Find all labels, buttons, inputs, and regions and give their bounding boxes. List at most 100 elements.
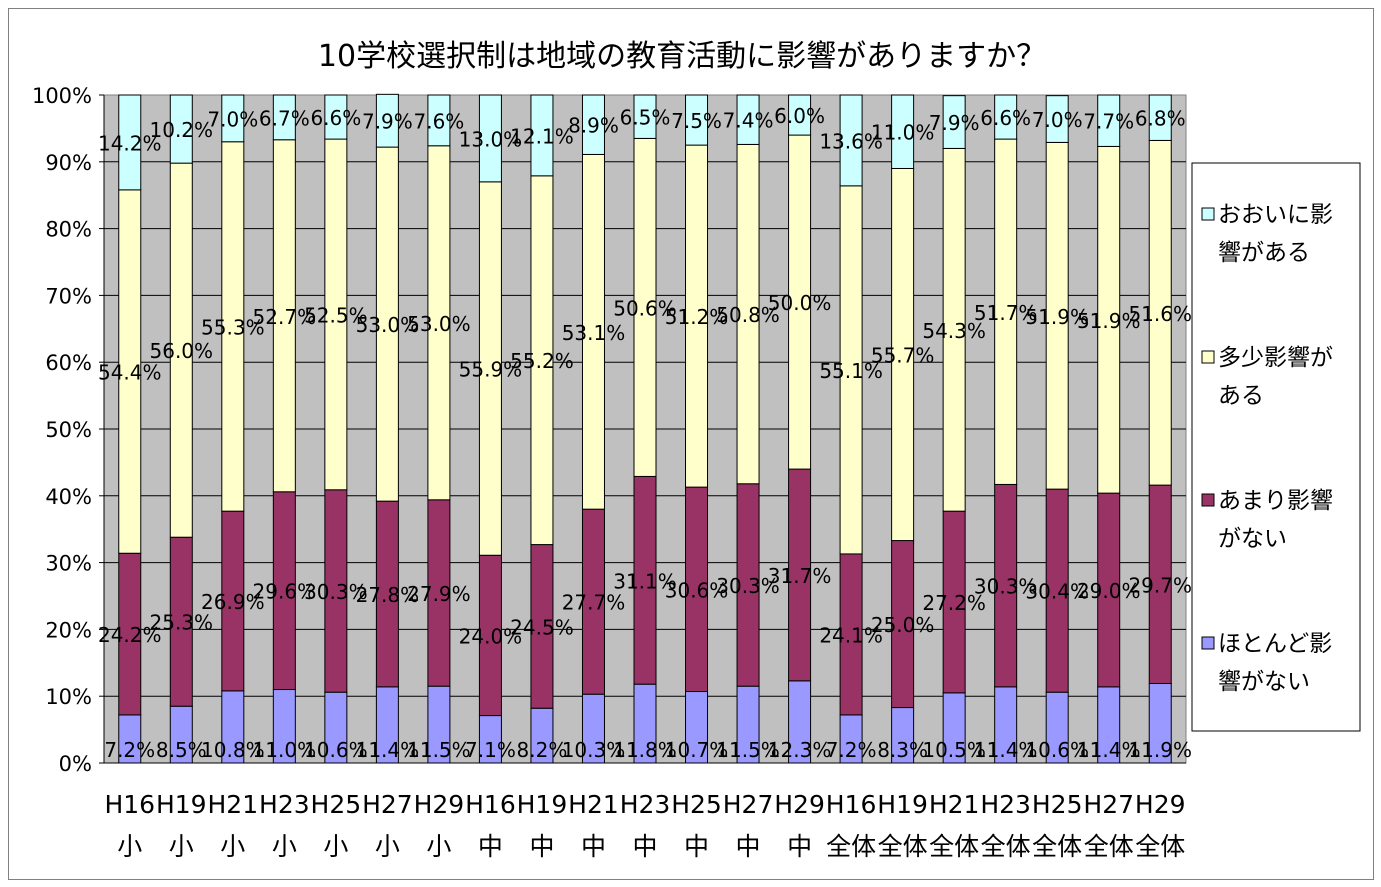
bar-segment: [942, 95, 966, 149]
bar-segment: [839, 94, 863, 187]
data-label: 50.6%: [613, 296, 677, 320]
data-label: 8.2%: [517, 738, 568, 762]
data-label: 29.0%: [1077, 579, 1141, 603]
data-label: 11.8%: [613, 738, 677, 762]
x-tick-label: H16: [826, 790, 877, 819]
data-label: 11.5%: [407, 738, 471, 762]
x-tick-label: 全体: [826, 832, 876, 861]
data-label: 53.0%: [356, 313, 420, 337]
x-tick-label: H21: [929, 790, 980, 819]
y-tick-label: 10%: [45, 685, 92, 709]
bar-segment: [427, 94, 451, 147]
data-label: 7.1%: [465, 738, 516, 762]
data-label: 12.1%: [510, 124, 574, 148]
data-label: 51.2%: [665, 305, 729, 329]
x-tick-label: H19: [877, 790, 928, 819]
x-tick-label: 中: [478, 832, 503, 861]
x-tick-label: H23: [980, 790, 1031, 819]
data-label: 29.7%: [1128, 573, 1192, 597]
x-tick-label: 全体: [1032, 832, 1082, 861]
x-tick-label: H27: [723, 790, 774, 819]
data-label: 6.8%: [1135, 107, 1186, 131]
bar-segment: [221, 94, 245, 143]
bar-segment: [478, 94, 502, 183]
data-label: 14.2%: [98, 131, 162, 155]
x-tick-label: H21: [207, 790, 258, 819]
data-label: 10.5%: [922, 738, 986, 762]
legend-label: ある: [1218, 383, 1264, 409]
data-label: 10.6%: [1025, 738, 1089, 762]
x-tick-label: H27: [1083, 790, 1134, 819]
y-tick-label: 40%: [45, 485, 92, 509]
data-label: 13.0%: [459, 127, 523, 151]
x-tick-label: H23: [620, 790, 671, 819]
data-label: 7.9%: [362, 110, 413, 134]
y-tick-label: 30%: [45, 552, 92, 576]
data-label: 10.2%: [150, 118, 214, 142]
legend-label: あまり影響: [1218, 488, 1333, 514]
x-tick-label: 小: [220, 832, 245, 861]
data-label: 31.1%: [613, 569, 677, 593]
data-label: 7.5%: [671, 109, 722, 133]
data-label: 27.7%: [562, 591, 626, 615]
data-label: 8.3%: [877, 738, 928, 762]
legend-label: 多少影響が: [1218, 345, 1333, 371]
legend-swatch: [1201, 207, 1215, 221]
legend-label: がない: [1218, 526, 1287, 552]
data-label: 31.7%: [768, 564, 832, 588]
x-tick-label: H25: [671, 790, 722, 819]
x-tick-label: H19: [156, 790, 207, 819]
x-tick-label: 全体: [981, 832, 1031, 861]
data-label: 50.8%: [716, 303, 780, 327]
y-tick-label: 70%: [45, 284, 92, 308]
data-label: 11.4%: [974, 738, 1038, 762]
x-tick-label: 小: [117, 832, 142, 861]
y-tick-label: 100%: [32, 84, 92, 108]
x-tick-label: 中: [684, 832, 709, 861]
bar-segment: [633, 94, 657, 139]
x-tick-label: H21: [568, 790, 619, 819]
data-label: 8.5%: [156, 738, 207, 762]
data-label: 53.0%: [407, 312, 471, 336]
bar-segment: [994, 94, 1018, 140]
x-tick-label: H29: [774, 790, 825, 819]
x-tick-label: 中: [529, 832, 554, 861]
data-label: 27.8%: [356, 583, 420, 607]
data-label: 7.7%: [1083, 110, 1134, 134]
x-tick-label: H25: [311, 790, 362, 819]
data-label: 24.0%: [459, 624, 523, 648]
y-tick-label: 60%: [45, 351, 92, 375]
data-label: 7.2%: [104, 738, 155, 762]
x-tick-label: 小: [169, 832, 194, 861]
data-label: 29.6%: [253, 580, 317, 604]
legend-swatch: [1201, 350, 1215, 364]
data-label: 24.1%: [819, 623, 883, 647]
data-label: 7.0%: [207, 107, 258, 131]
bar-segment: [1148, 94, 1172, 141]
data-label: 52.5%: [304, 303, 368, 327]
data-label: 13.6%: [819, 129, 883, 153]
data-label: 11.4%: [356, 738, 420, 762]
y-tick-label: 20%: [45, 618, 92, 642]
data-label: 10.3%: [562, 738, 626, 762]
x-tick-label: H27: [362, 790, 413, 819]
data-label: 10.7%: [665, 738, 729, 762]
data-label: 27.9%: [407, 582, 471, 606]
data-label: 27.2%: [922, 591, 986, 615]
data-label: 8.9%: [568, 114, 619, 138]
y-tick-label: 50%: [45, 418, 92, 442]
data-label: 51.6%: [1128, 302, 1192, 326]
x-tick-label: H25: [1032, 790, 1083, 819]
data-label: 55.2%: [510, 349, 574, 373]
bar-segment: [324, 94, 348, 140]
x-tick-label: H23: [259, 790, 310, 819]
x-tick-label: 中: [632, 832, 657, 861]
x-tick-label: 中: [581, 832, 606, 861]
data-label: 7.6%: [413, 109, 464, 133]
bar-segment: [788, 94, 812, 136]
data-label: 11.9%: [1128, 738, 1192, 762]
data-label: 11.4%: [1077, 738, 1141, 762]
chart-title: 10学校選択制は地域の教育活動に影響がありますか？: [318, 39, 1046, 74]
data-label: 25.0%: [871, 613, 935, 637]
data-label: 55.3%: [201, 315, 265, 339]
